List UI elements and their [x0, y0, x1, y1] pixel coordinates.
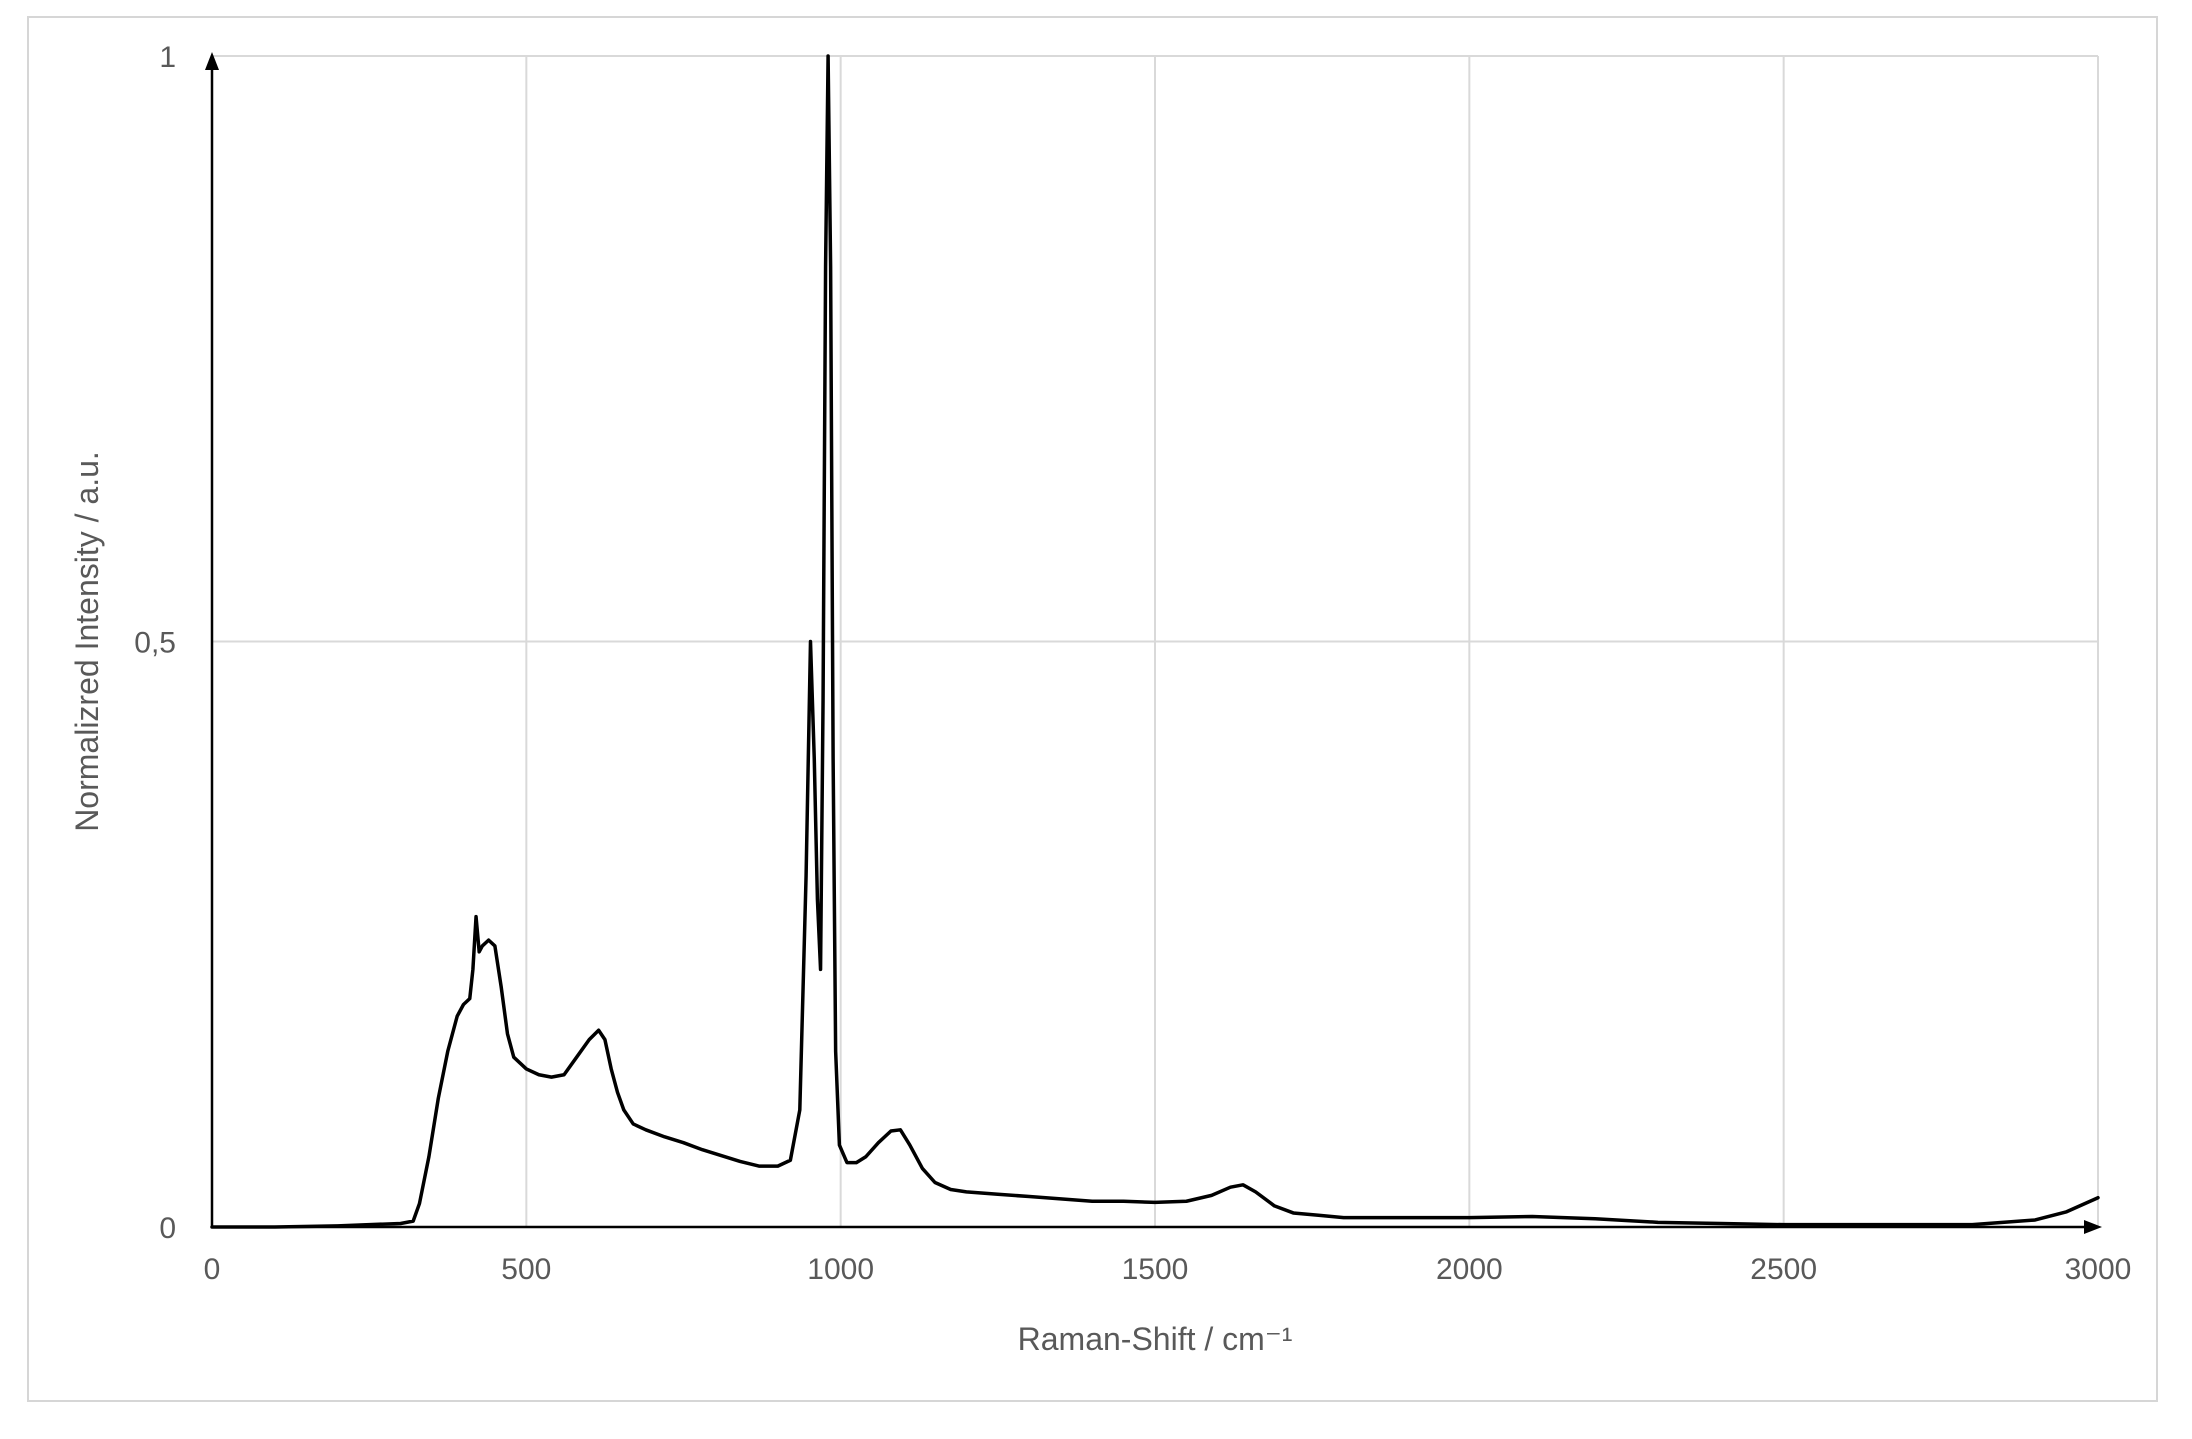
series-line	[210, 54, 2100, 1229]
x-tick-label: 2500	[1750, 1253, 1817, 1286]
x-tick-label: 3000	[2065, 1253, 2132, 1286]
y-tick-label: 0,5	[134, 627, 176, 660]
x-axis-arrowhead	[2084, 1220, 2102, 1234]
x-tick-label: 500	[501, 1253, 551, 1286]
y-axis-arrowhead	[205, 52, 219, 70]
x-tick-label: 1500	[1122, 1253, 1189, 1286]
y-tick-label: 1	[159, 41, 176, 74]
grid-layer	[212, 55, 2099, 1227]
x-tick-label: 0	[204, 1253, 221, 1286]
x-axis-title: Raman-Shift / cm⁻¹	[1018, 1321, 1293, 1357]
x-tick-label: 2000	[1436, 1253, 1503, 1286]
x-tick-label: 1000	[807, 1253, 874, 1286]
chart-frame	[27, 16, 2158, 1402]
axes-layer	[205, 52, 2102, 1234]
tick-labels: 0 500 1000 1500 2000 2500 3000 0 0,5 1	[134, 41, 2131, 1286]
y-tick-label: 0	[159, 1212, 176, 1245]
y-axis-title: Normalizred Intensity / a.u.	[69, 451, 105, 832]
